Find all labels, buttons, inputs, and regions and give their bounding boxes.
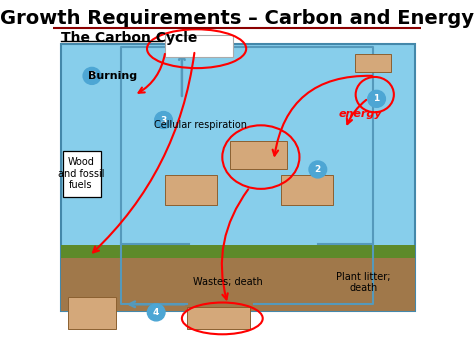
Text: 5: 5 [89,71,95,80]
Text: 4: 4 [153,308,159,317]
FancyBboxPatch shape [63,151,101,197]
Circle shape [309,161,327,178]
FancyBboxPatch shape [281,175,333,205]
Text: Cellular respiration: Cellular respiration [154,120,247,130]
Text: energy: energy [338,109,382,119]
FancyBboxPatch shape [165,35,233,57]
Text: Growth Requirements – Carbon and Energy: Growth Requirements – Carbon and Energy [0,9,474,28]
Text: Wood
and fossil
fuels: Wood and fossil fuels [58,157,104,190]
Text: The Carbon Cycle: The Carbon Cycle [61,31,197,45]
FancyBboxPatch shape [61,256,415,311]
Circle shape [155,112,173,128]
FancyBboxPatch shape [165,175,217,205]
Circle shape [83,67,100,84]
Text: 2: 2 [315,165,321,174]
FancyBboxPatch shape [68,297,116,329]
FancyBboxPatch shape [355,54,391,72]
Text: Burning: Burning [88,71,137,81]
Text: Wastes; death: Wastes; death [193,277,263,287]
Text: 1: 1 [374,94,380,103]
Circle shape [368,90,385,107]
FancyBboxPatch shape [229,141,287,169]
Circle shape [147,304,165,321]
FancyBboxPatch shape [61,44,415,311]
FancyBboxPatch shape [61,245,415,258]
Text: 3: 3 [160,115,167,125]
Text: Plant litter;
death: Plant litter; death [337,271,391,293]
FancyBboxPatch shape [187,307,250,329]
